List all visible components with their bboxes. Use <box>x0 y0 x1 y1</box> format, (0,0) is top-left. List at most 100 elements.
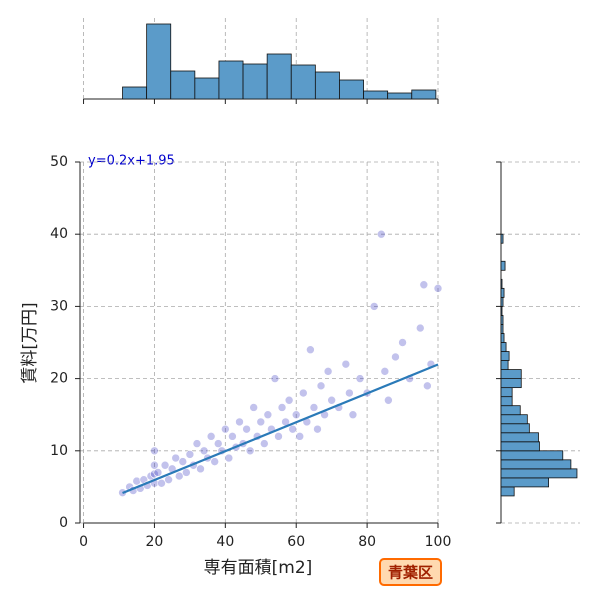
scatter-point <box>433 284 443 293</box>
right-hist-bar <box>500 287 505 298</box>
right-hist-bar <box>500 315 504 325</box>
scatter-point <box>423 381 432 391</box>
x-tick-label: 60 <box>287 534 305 550</box>
scatter-point <box>376 229 386 239</box>
scatter-point <box>213 439 223 448</box>
scatter-point <box>157 478 166 488</box>
right-hist-bar <box>500 396 513 407</box>
top-hist-bar <box>218 60 244 100</box>
scatter-point <box>245 446 255 456</box>
right-hist-bar <box>500 468 578 479</box>
scatter-point <box>185 450 195 459</box>
top-hist-bar <box>314 71 340 100</box>
y-tick-label: 30 <box>50 298 68 314</box>
scatter-point <box>270 374 280 383</box>
scatter-point <box>345 388 354 398</box>
scatter-point <box>153 468 163 477</box>
x-tick-label: 80 <box>358 534 376 550</box>
scatter-point <box>327 395 336 405</box>
right-hist-bar <box>500 459 572 470</box>
scatter-point <box>228 432 237 441</box>
scatter-point <box>309 403 319 412</box>
scatter-point <box>369 302 379 311</box>
right-hist-bar <box>500 378 522 389</box>
top-hist-bar <box>146 23 172 100</box>
scatter-point <box>277 403 287 412</box>
right-hist-bar <box>500 432 539 443</box>
scatter-point <box>323 367 333 376</box>
scatter-point <box>206 432 216 441</box>
top-hist-bar <box>363 90 389 100</box>
right-hist-bar <box>500 486 515 497</box>
scatter-point <box>316 381 326 391</box>
scatter-point <box>288 424 297 434</box>
scatter-point <box>160 460 170 470</box>
scatter-point <box>249 403 258 412</box>
scatter-point <box>291 410 301 420</box>
fit-annotation: y=0.2x+1.95 <box>88 154 175 169</box>
top-hist-bar <box>122 86 148 100</box>
x-tick-label: 40 <box>216 534 234 550</box>
badge: 青葉区 <box>388 564 433 582</box>
scatter-point <box>260 439 269 448</box>
scatter-point <box>341 359 351 369</box>
right-hist-bar <box>500 260 506 271</box>
x-tick-label: 0 <box>79 534 88 550</box>
scatter-point <box>313 424 322 434</box>
scatter-point <box>242 424 251 434</box>
scatter-point <box>178 457 188 466</box>
y-tick-label: 0 <box>59 515 68 531</box>
scatter-point <box>199 446 209 456</box>
scatter-point <box>384 395 393 405</box>
regression-line <box>122 363 439 495</box>
right-hist-bar <box>500 278 503 289</box>
scatter-point <box>171 453 181 463</box>
top-hist-bar <box>242 63 268 100</box>
y-tick-label: 40 <box>50 226 68 242</box>
right-hist-bar <box>500 441 540 452</box>
scatter-point <box>174 471 184 481</box>
right-hist-bar <box>500 305 503 316</box>
scatter-point <box>263 410 273 420</box>
top-hist-bar <box>411 89 437 100</box>
scatter-point <box>415 323 425 333</box>
scatter-point <box>398 338 407 347</box>
top-hist-bar <box>387 92 413 100</box>
scatter-point <box>150 460 159 470</box>
x-axis-label: 専有面積[m2] <box>204 558 313 578</box>
right-hist-bar <box>500 233 504 244</box>
y-tick-label: 50 <box>50 154 68 170</box>
right-hist-bar <box>500 387 513 398</box>
top-hist-bar <box>266 53 292 100</box>
scatter-point <box>355 374 365 383</box>
scatter-point <box>235 417 244 427</box>
right-hist-bar <box>500 414 528 425</box>
scatter-point <box>284 395 294 405</box>
badge-box <box>379 558 442 586</box>
right-hist-bar <box>500 369 522 380</box>
right-hist-bar <box>500 450 564 461</box>
top-hist-bar <box>290 64 316 100</box>
y-tick-label: 20 <box>50 371 68 387</box>
scatter-point <box>299 388 308 398</box>
scatter-point <box>150 446 159 456</box>
scatter-point <box>182 468 191 477</box>
scatter-point <box>192 439 202 448</box>
scatter-point <box>164 475 173 484</box>
scatter-point <box>391 352 400 362</box>
right-hist-bar <box>500 477 550 488</box>
scatter-point <box>224 453 234 463</box>
right-hist-bar <box>500 324 504 334</box>
right-hist-bar <box>500 351 510 361</box>
right-hist-bar <box>500 333 505 343</box>
scatter-point <box>221 424 230 434</box>
right-hist-bar <box>500 405 521 416</box>
right-hist-bar <box>500 423 530 434</box>
scatter-point <box>256 417 266 427</box>
scatter-point <box>295 432 305 441</box>
scatter-point <box>210 457 219 466</box>
scatter-point <box>380 367 390 376</box>
right-hist-bar <box>500 296 504 307</box>
scatter-point <box>132 476 142 486</box>
